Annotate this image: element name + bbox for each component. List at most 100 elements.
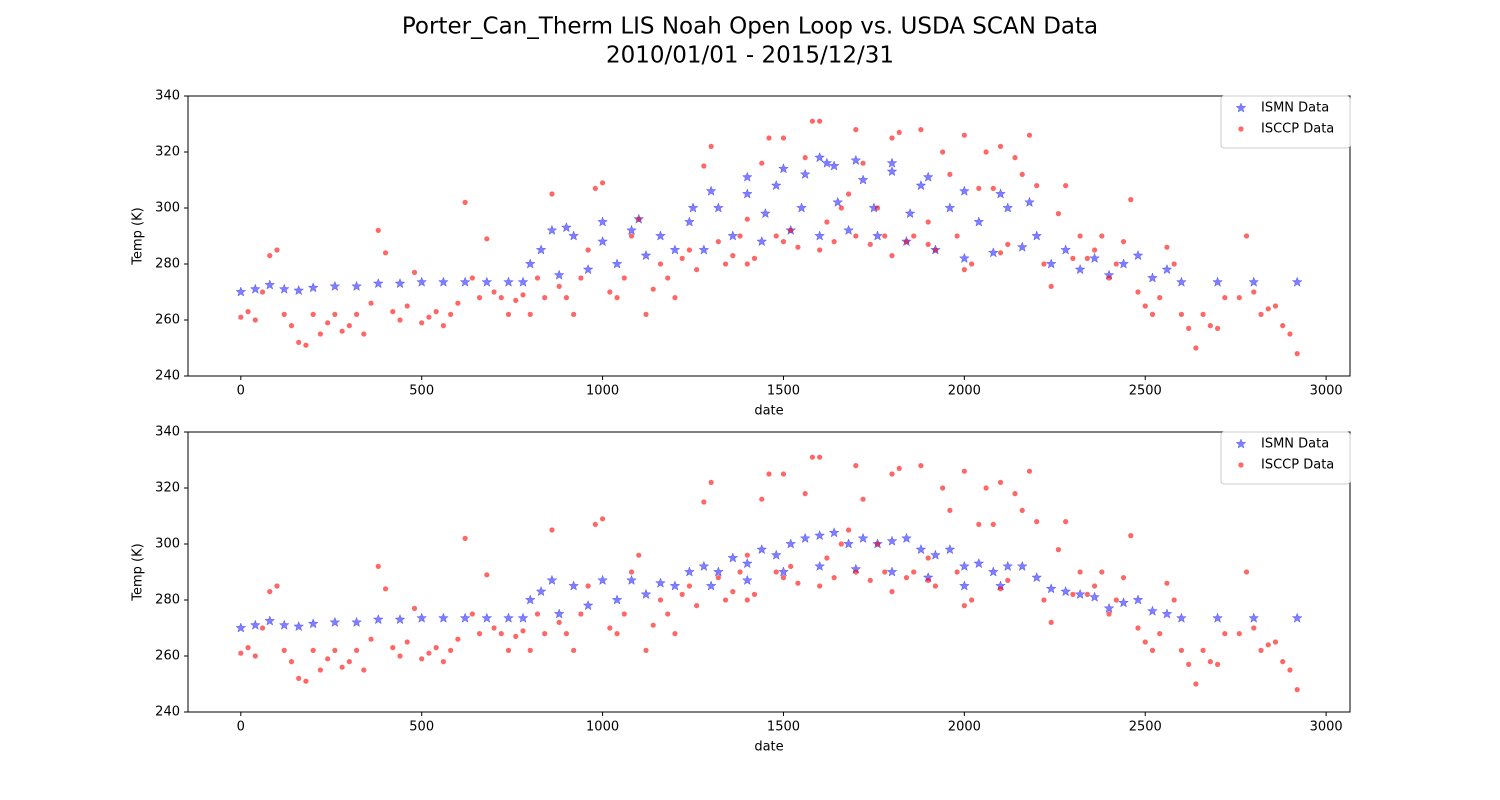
circle-marker: [296, 339, 302, 345]
star-marker: [796, 202, 807, 213]
y-tick-label: 340: [155, 425, 180, 440]
circle-marker: [932, 583, 939, 589]
circle-marker: [1142, 639, 1148, 645]
circle-marker: [390, 645, 396, 651]
circle-marker: [455, 300, 461, 306]
star-marker: [944, 543, 956, 555]
star-marker: [416, 276, 428, 287]
circle-marker: [1164, 244, 1170, 250]
circle-marker: [701, 163, 707, 169]
circle-marker: [1106, 275, 1112, 281]
circle-marker: [1178, 311, 1185, 317]
circle-marker: [484, 236, 490, 242]
circle-marker: [296, 675, 302, 682]
circle-marker: [346, 323, 352, 329]
star-marker: [1089, 252, 1101, 264]
circle-marker: [1186, 661, 1192, 668]
star-marker: [437, 276, 449, 287]
star-marker: [611, 594, 623, 605]
circle-marker: [1265, 306, 1271, 312]
circle-marker: [245, 309, 251, 315]
star-marker: [886, 566, 898, 577]
circle-marker: [599, 180, 606, 186]
circle-marker: [795, 580, 801, 586]
circle-marker: [759, 160, 765, 166]
circle-marker: [925, 241, 931, 247]
figure-title: Porter_Can_Therm LIS Noah Open Loop vs. …: [402, 14, 1098, 40]
circle-marker: [542, 631, 548, 637]
circle-marker: [375, 227, 381, 233]
circle-marker: [1157, 631, 1163, 637]
circle-marker: [346, 659, 352, 665]
circle-marker: [845, 191, 852, 197]
x-tick-label: 2500: [1129, 384, 1162, 399]
star-marker: [524, 258, 536, 269]
star-marker: [416, 612, 428, 623]
y-tick-label: 340: [155, 89, 180, 104]
star-marker: [799, 168, 811, 180]
circle-marker: [549, 191, 555, 197]
circle-marker: [845, 527, 852, 533]
legend-label: ISCCP Data: [1261, 122, 1334, 137]
star-marker: [1291, 612, 1303, 623]
star-marker: [1089, 591, 1101, 602]
circle-marker: [1106, 611, 1112, 617]
star-marker: [929, 549, 941, 560]
star-marker: [582, 263, 594, 275]
star-marker: [437, 612, 449, 623]
circle-marker: [968, 261, 975, 267]
circle-marker: [520, 292, 526, 298]
circle-marker: [730, 253, 736, 259]
circle-marker: [824, 219, 830, 225]
circle-marker: [853, 463, 859, 469]
circle-marker: [1070, 591, 1076, 598]
star-marker: [778, 163, 789, 174]
star-marker: [640, 249, 652, 261]
star-marker: [759, 207, 771, 219]
circle-marker: [918, 127, 924, 133]
star-marker: [597, 235, 609, 247]
star-marker: [351, 280, 363, 292]
star-marker: [904, 207, 916, 219]
circle-marker: [440, 323, 447, 329]
star-marker: [1031, 571, 1043, 583]
circle-marker: [433, 309, 439, 315]
circle-marker: [1012, 155, 1018, 161]
circle-marker: [737, 569, 743, 575]
circle-marker: [1164, 580, 1170, 586]
circle-marker: [838, 541, 844, 547]
circle-marker: [1055, 211, 1062, 217]
circle-marker: [1214, 325, 1221, 331]
circle-marker: [650, 622, 656, 628]
circle-marker: [795, 244, 801, 250]
legend-label: ISMN Data: [1261, 101, 1329, 116]
circle-marker: [932, 247, 939, 253]
legend-label: ISMN Data: [1261, 437, 1329, 452]
circle-marker: [382, 586, 389, 592]
star-marker: [770, 179, 782, 191]
circle-marker: [245, 645, 251, 651]
star-marker: [394, 277, 406, 289]
circle-marker: [737, 233, 743, 239]
circle-marker: [903, 575, 910, 581]
circle-marker: [274, 583, 280, 589]
circle-marker: [686, 247, 693, 253]
star-marker: [1045, 583, 1057, 594]
circle-marker: [1063, 183, 1069, 189]
circle-marker: [1243, 233, 1250, 239]
circle-marker: [708, 479, 714, 485]
circle-marker: [259, 625, 266, 631]
x-tick-label: 500: [409, 384, 434, 399]
circle-marker: [491, 289, 497, 295]
star-marker: [669, 580, 681, 591]
circle-marker: [628, 569, 635, 575]
circle-marker: [317, 667, 324, 673]
circle-marker: [325, 656, 331, 662]
circle-marker: [505, 647, 512, 654]
star-marker: [886, 165, 898, 177]
star-marker: [1248, 276, 1260, 287]
star-marker: [307, 618, 319, 629]
circle-marker: [498, 295, 504, 301]
star-marker: [1175, 276, 1187, 287]
y-tick-label: 260: [155, 649, 180, 664]
